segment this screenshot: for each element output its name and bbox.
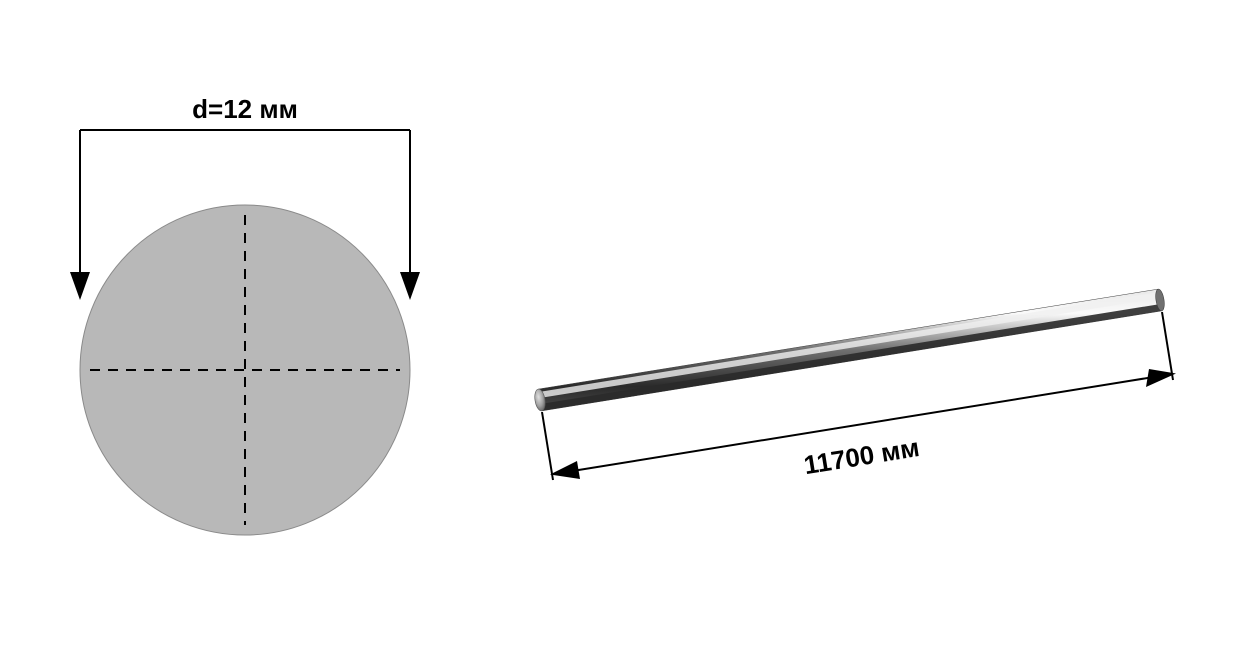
diameter-arrow-left <box>70 272 90 300</box>
diagram-svg: d=12 мм <box>0 0 1240 660</box>
length-ext-left <box>542 412 553 480</box>
rod-body <box>533 289 1165 412</box>
rod-highlight <box>539 292 1160 398</box>
length-label: 11700 мм <box>802 432 922 480</box>
length-arrow-left <box>550 461 580 479</box>
diagram-container: d=12 мм <box>0 0 1240 660</box>
diameter-arrow-right <box>400 272 420 300</box>
rod-view-group: 11700 мм <box>533 289 1176 481</box>
cross-section-group: d=12 мм <box>70 94 420 535</box>
length-ext-right <box>1162 312 1173 380</box>
diameter-label: d=12 мм <box>192 94 298 124</box>
rod-shadow <box>541 304 1162 411</box>
